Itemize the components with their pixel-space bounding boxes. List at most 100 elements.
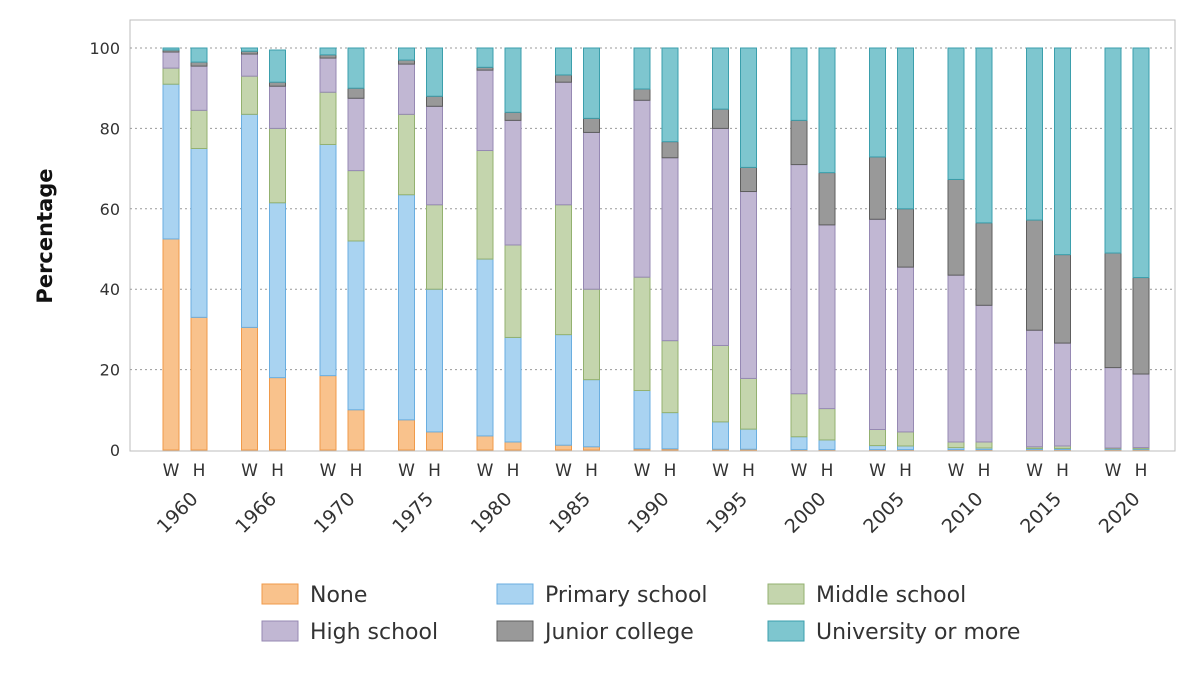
legend-swatch bbox=[768, 584, 804, 604]
bar-segment bbox=[348, 171, 364, 241]
bar-segment bbox=[270, 82, 286, 86]
bar-segment bbox=[819, 48, 835, 173]
sex-label: W bbox=[1026, 461, 1043, 481]
bar-segment bbox=[556, 205, 572, 335]
bar-segment bbox=[741, 48, 757, 167]
bar-segment bbox=[634, 89, 650, 100]
bar-segment bbox=[427, 106, 443, 204]
y-axis-label: Percentage bbox=[33, 168, 57, 303]
bar-segment bbox=[870, 48, 886, 157]
bar-segment bbox=[477, 70, 493, 150]
year-label: 1960 bbox=[153, 488, 203, 538]
year-label: 1990 bbox=[624, 488, 674, 538]
bar-segment bbox=[976, 223, 992, 305]
bar-segment bbox=[1105, 368, 1121, 448]
bar-segment bbox=[427, 289, 443, 432]
sex-label: H bbox=[899, 461, 912, 481]
bar-segment bbox=[976, 48, 992, 223]
bar-segment bbox=[898, 209, 914, 267]
bar-segment bbox=[948, 48, 964, 179]
bar-segment bbox=[242, 327, 258, 450]
y-tick-label: 20 bbox=[100, 361, 120, 380]
sex-label: H bbox=[821, 461, 834, 481]
bar-segment bbox=[427, 48, 443, 96]
plot-frame bbox=[130, 20, 1175, 451]
bar-segment bbox=[399, 64, 415, 114]
bar-segment bbox=[348, 48, 364, 88]
bar-segment bbox=[713, 345, 729, 421]
bar-segment bbox=[584, 380, 600, 447]
bar-segment bbox=[1027, 48, 1043, 220]
bar-segment bbox=[399, 420, 415, 450]
bars bbox=[163, 48, 1149, 450]
year-label: 1985 bbox=[545, 488, 595, 538]
bar-segment bbox=[242, 54, 258, 76]
bar-segment bbox=[819, 173, 835, 225]
bar-segment bbox=[477, 48, 493, 67]
bar-segment bbox=[270, 203, 286, 378]
bar-segment bbox=[320, 376, 336, 450]
year-label: 2020 bbox=[1095, 488, 1145, 538]
bar-segment bbox=[427, 96, 443, 106]
year-label: 2010 bbox=[938, 488, 988, 538]
bar-segment bbox=[791, 48, 807, 120]
sex-label: W bbox=[712, 461, 729, 481]
sex-label: H bbox=[664, 461, 677, 481]
year-label: 2015 bbox=[1016, 488, 1066, 538]
sex-label: H bbox=[1135, 461, 1148, 481]
bar-segment bbox=[662, 48, 678, 142]
bar-segment bbox=[976, 442, 992, 448]
sex-label: W bbox=[948, 461, 965, 481]
sex-label: H bbox=[742, 461, 755, 481]
year-label: 1975 bbox=[388, 488, 438, 538]
sex-label: W bbox=[1105, 461, 1122, 481]
bar-segment bbox=[505, 245, 521, 337]
bar-segment bbox=[948, 275, 964, 442]
sex-label: W bbox=[555, 461, 572, 481]
sex-label: W bbox=[163, 461, 180, 481]
sex-label: H bbox=[271, 461, 284, 481]
legend-label: Primary school bbox=[545, 583, 708, 608]
bar-segment bbox=[713, 109, 729, 128]
bar-segment bbox=[191, 62, 207, 66]
bar-segment bbox=[242, 48, 258, 51]
bar-segment bbox=[870, 219, 886, 429]
bar-segment bbox=[662, 158, 678, 341]
gridlines bbox=[130, 48, 1175, 370]
legend-label: Junior college bbox=[543, 620, 694, 645]
bar-segment bbox=[634, 48, 650, 89]
sex-label: H bbox=[428, 461, 441, 481]
bar-segment bbox=[163, 48, 179, 50]
bar-segment bbox=[163, 52, 179, 68]
year-label: 2000 bbox=[781, 488, 831, 538]
legend-label: Middle school bbox=[816, 583, 966, 608]
bar-segment bbox=[870, 446, 886, 450]
y-tick-label: 80 bbox=[100, 119, 120, 138]
bar-segment bbox=[191, 149, 207, 318]
bar-segment bbox=[163, 84, 179, 239]
bar-segment bbox=[584, 132, 600, 289]
bar-segment bbox=[584, 118, 600, 132]
legend-swatch bbox=[262, 621, 298, 641]
bar-segment bbox=[427, 432, 443, 450]
bar-segment bbox=[791, 394, 807, 437]
sex-label: H bbox=[193, 461, 206, 481]
year-label: 1966 bbox=[231, 488, 281, 538]
bar-segment bbox=[477, 436, 493, 450]
bar-segment bbox=[584, 48, 600, 118]
bar-segment bbox=[399, 48, 415, 60]
bar-segment bbox=[634, 391, 650, 449]
bar-segment bbox=[505, 442, 521, 450]
bar-segment bbox=[634, 100, 650, 277]
bar-segment bbox=[556, 335, 572, 446]
bar-segment bbox=[870, 429, 886, 445]
bar-segment bbox=[348, 98, 364, 170]
bar-segment bbox=[819, 440, 835, 450]
sex-label: W bbox=[320, 461, 337, 481]
sex-label: W bbox=[477, 461, 494, 481]
bar-segment bbox=[791, 165, 807, 394]
bar-segment bbox=[191, 110, 207, 148]
